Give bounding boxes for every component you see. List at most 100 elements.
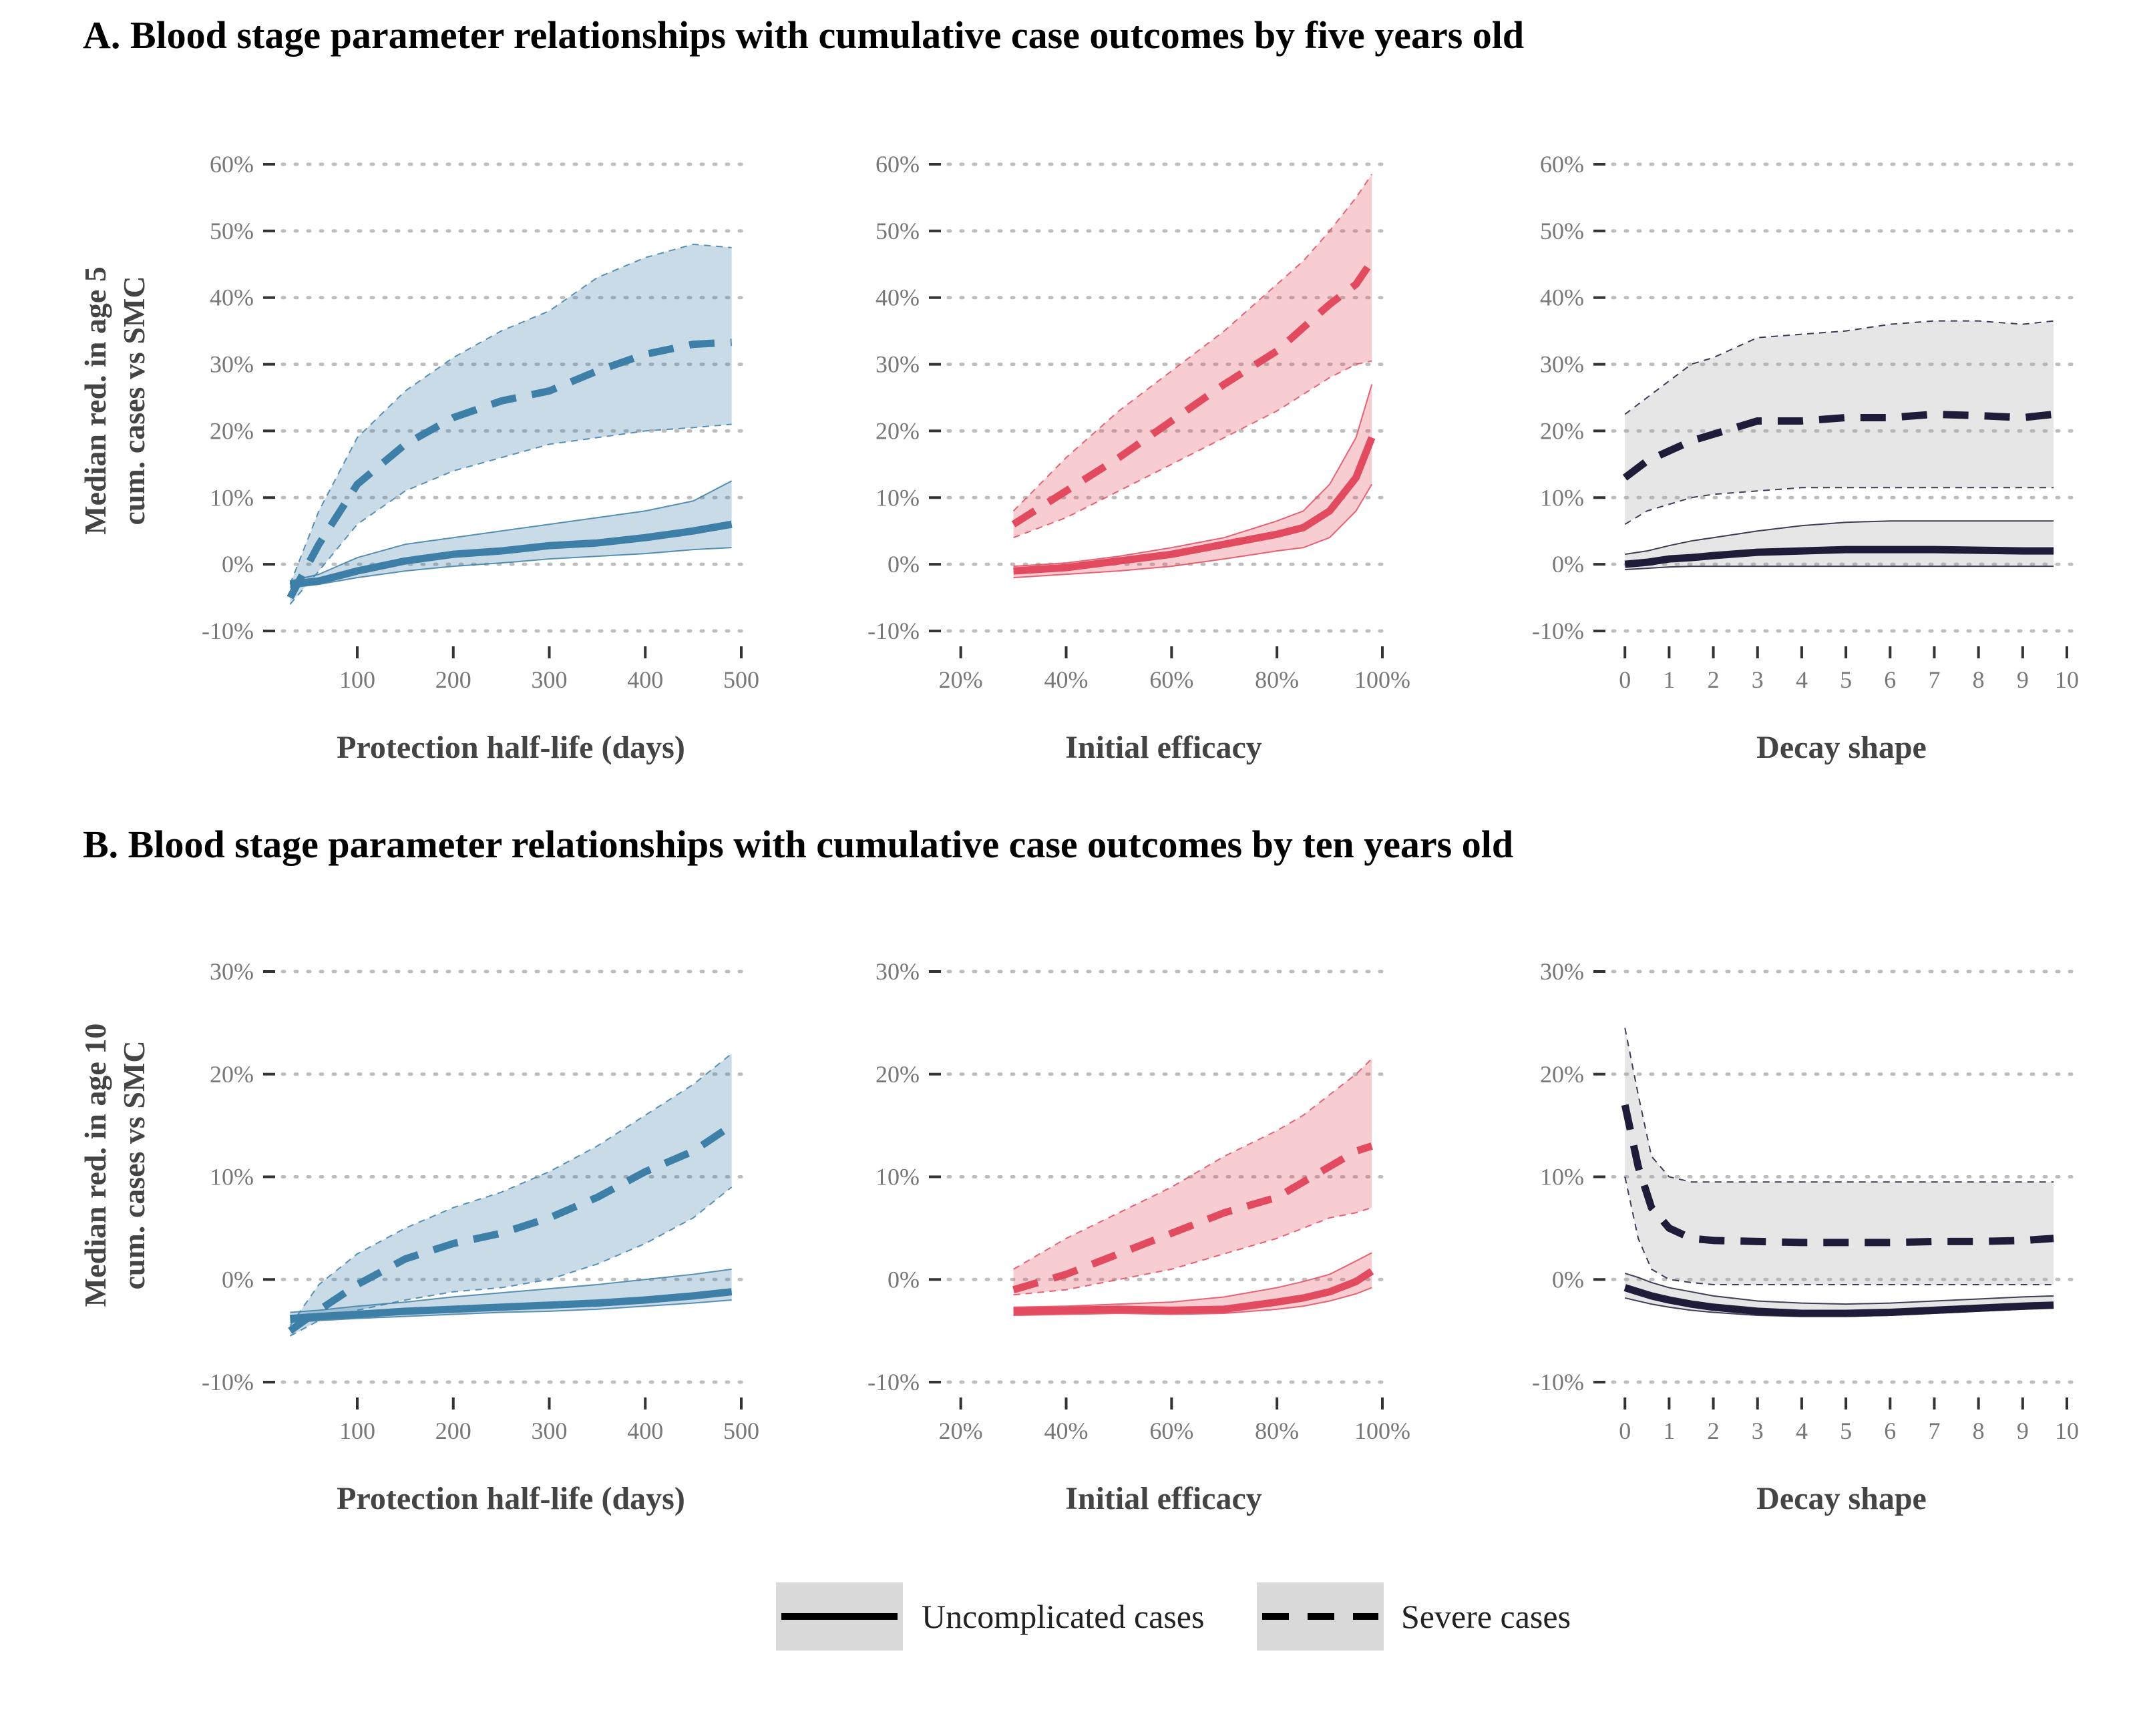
ci-upper-uncomplicated (1013, 1252, 1372, 1308)
ci-band-severe (1625, 1028, 2054, 1285)
series-line-severe (288, 1122, 734, 1334)
x-axis-label: Protection half-life (days) (337, 730, 685, 765)
plots: -10%0%10%20%30%40%50%60%100 200 300 400 500P… (202, 151, 2079, 1516)
x-tick-label: 200 (435, 1418, 471, 1444)
series-line-severe (1012, 1142, 1373, 1293)
y-tick-label: 0% (222, 551, 254, 578)
x-tick-label: 0 (1619, 666, 1631, 693)
panel-a-ylabel-line2: cum. cases vs SMC (117, 276, 151, 525)
series-line-uncomplicated (1623, 1284, 2054, 1317)
panel-b-ylabel-line1: Median red. in age 10 (78, 1024, 112, 1307)
series-line-uncomplicated (1013, 436, 1376, 575)
x-tick-label: 60% (1149, 666, 1193, 693)
y-tick-label: 60% (210, 151, 254, 178)
x-tick-label: 100 (339, 666, 375, 693)
chart-5: -10% 0% 10% 20% 30% 20% 40% 60% 80% 100% Initial e… (867, 958, 1410, 1516)
ci-lower-severe (1624, 487, 2054, 525)
panel-a-ylabel-line1: Median red. in age 5 (78, 266, 112, 535)
y-tick-label: 30% (1540, 351, 1584, 378)
ci-upper-severe (1624, 1028, 2054, 1183)
x-tick-label: 3 (1752, 1418, 1764, 1444)
x-tick-label: 40% (1044, 1418, 1089, 1444)
x-tick-label: 4 (1796, 666, 1808, 693)
panel-b-title: B. Blood stage parameter relationships w… (83, 823, 1513, 866)
x-tick-label: 20% (939, 1418, 983, 1444)
y-tick-label: 20% (876, 417, 920, 444)
ci-lower-severe (1624, 1176, 2054, 1285)
y-tick-label: 10% (210, 484, 254, 511)
y-tick-label: 50% (210, 218, 254, 244)
x-tick-label: 7 (1928, 666, 1940, 693)
y-tick-label: 60% (876, 151, 920, 178)
x-axis-label: Decay shape (1756, 730, 1927, 765)
ci-lower-uncomplicated (290, 547, 732, 589)
x-tick-label: 20% (939, 666, 983, 693)
ci-upper-uncomplicated (290, 480, 733, 582)
y-tick-label: 10% (210, 1164, 254, 1190)
x-tick-label: 1 (1663, 1418, 1675, 1444)
x-tick-label: 80% (1255, 666, 1299, 693)
y-tick-label: 40% (1540, 284, 1584, 311)
y-tick-label: 10% (876, 1164, 920, 1190)
x-tick-label: 100% (1354, 666, 1410, 693)
y-tick-label: -10% (202, 1369, 254, 1395)
ci-lower-severe (289, 423, 732, 605)
x-tick-label: 0 (1619, 1418, 1631, 1444)
panel-a-title: A. Blood stage parameter relationships w… (83, 13, 1524, 57)
x-tick-label: 3 (1752, 666, 1764, 693)
ci-upper-uncomplicated (1013, 384, 1373, 568)
y-tick-label: 0% (888, 551, 920, 578)
x-tick-label: 2 (1708, 1418, 1720, 1444)
x-tick-label: 40% (1044, 666, 1089, 693)
legend-label-severe: Severe cases (1401, 1598, 1571, 1635)
series-line-severe (1621, 1104, 2054, 1247)
series-line-severe (286, 339, 732, 600)
x-tick-label: 9 (2017, 666, 2029, 693)
y-tick-label: 20% (210, 417, 254, 444)
y-tick-label: 0% (1552, 551, 1584, 578)
ci-lower-severe (1013, 360, 1372, 539)
y-tick-label: 10% (876, 484, 920, 511)
y-tick-label: 30% (1540, 958, 1584, 985)
y-tick-label: 10% (1540, 1164, 1584, 1190)
x-tick-label: 2 (1708, 666, 1720, 693)
y-tick-label: 20% (876, 1061, 920, 1088)
x-tick-label: 5 (1840, 1418, 1852, 1444)
x-tick-label: 8 (1973, 1418, 1985, 1444)
y-tick-label: 50% (1540, 218, 1584, 244)
y-tick-label: 20% (210, 1061, 254, 1088)
ci-band-severe (1013, 1058, 1372, 1295)
y-tick-label: 0% (1552, 1266, 1584, 1293)
ci-lower-uncomplicated (1625, 566, 2054, 571)
ci-upper-severe (289, 243, 732, 585)
x-axis-label: Decay shape (1756, 1481, 1927, 1516)
ci-upper-severe (1012, 174, 1373, 511)
series-line-uncomplicated (289, 520, 733, 588)
x-tick-label: 10 (2055, 1418, 2079, 1444)
panel-b-ylabel-line2: cum. cases vs SMC (117, 1040, 151, 1289)
ci-upper-severe (1013, 1058, 1372, 1270)
y-tick-label: 40% (210, 284, 254, 311)
ci-lower-severe (1013, 1207, 1372, 1296)
x-tick-label: 500 (723, 1418, 759, 1444)
ci-lower-uncomplicated (1013, 483, 1373, 579)
y-tick-label: 30% (876, 351, 920, 378)
ci-band-severe (1625, 320, 2054, 525)
x-tick-label: 6 (1884, 666, 1896, 693)
y-tick-label: 30% (210, 351, 254, 378)
series-line-severe (1011, 258, 1375, 527)
ci-upper-uncomplicated (290, 1268, 732, 1313)
x-tick-label: 4 (1796, 1418, 1808, 1444)
x-axis-label: Initial efficacy (1065, 1481, 1262, 1516)
chart-4: -10% 0% 10% 20% 30% 100 200 300 400 500 Protection… (202, 958, 759, 1516)
x-tick-label: 500 (723, 666, 759, 693)
ci-upper-uncomplicated (1624, 1273, 2054, 1305)
chart-1: -10% 0% 10% 20% 30% 40% 50% 60% 100 200 300 400 500 P… (202, 151, 759, 765)
y-tick-label: 0% (888, 1266, 920, 1293)
x-tick-label: 100% (1354, 1418, 1410, 1444)
series-line-uncomplicated (289, 1288, 733, 1323)
ci-upper-severe (1624, 320, 2054, 415)
chart-3: -10% 0% 10% 20% 30% 40% 50% 60% 0 1 2 3 4 5 6 7 8 9 10 Deca… (1532, 151, 2079, 765)
